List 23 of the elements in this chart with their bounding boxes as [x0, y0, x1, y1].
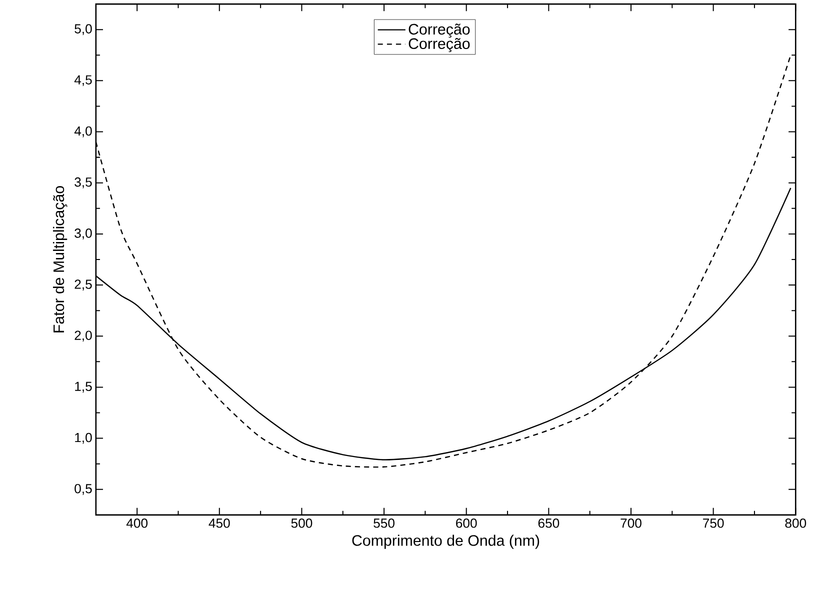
- x-tick-label: 600: [456, 518, 477, 528]
- y-axis-title: Fator de Multiplicação: [52, 186, 68, 332]
- y-tick-label: 3,5: [74, 178, 92, 188]
- x-tick-label: 650: [538, 518, 560, 528]
- x-axis-title: Comprimento de Onda (nm): [352, 534, 540, 549]
- y-tick-label: 4,5: [74, 75, 92, 86]
- y-tick-label: 0,5: [74, 484, 92, 495]
- legend-label: Correção: [408, 38, 470, 52]
- y-tick-label: 2,0: [74, 330, 92, 342]
- x-tick-label: 500: [291, 518, 312, 528]
- x-tick-label: 700: [620, 518, 642, 528]
- y-tick-label: 4,0: [74, 126, 92, 138]
- x-tick-label: 450: [208, 518, 230, 528]
- y-tick-label: 1,0: [75, 433, 92, 444]
- y-tick-label: 2,5: [74, 280, 92, 291]
- x-tick-label: 800: [785, 518, 806, 528]
- y-tick-label: 1,5: [75, 382, 92, 393]
- x-tick-label: 550: [374, 518, 394, 528]
- x-tick-label: 400: [126, 518, 148, 528]
- y-tick-label: 3,0: [74, 228, 92, 240]
- y-tick-label: 5,0: [74, 24, 92, 36]
- legend-label: Correção: [408, 24, 470, 38]
- x-tick-label: 750: [703, 518, 724, 528]
